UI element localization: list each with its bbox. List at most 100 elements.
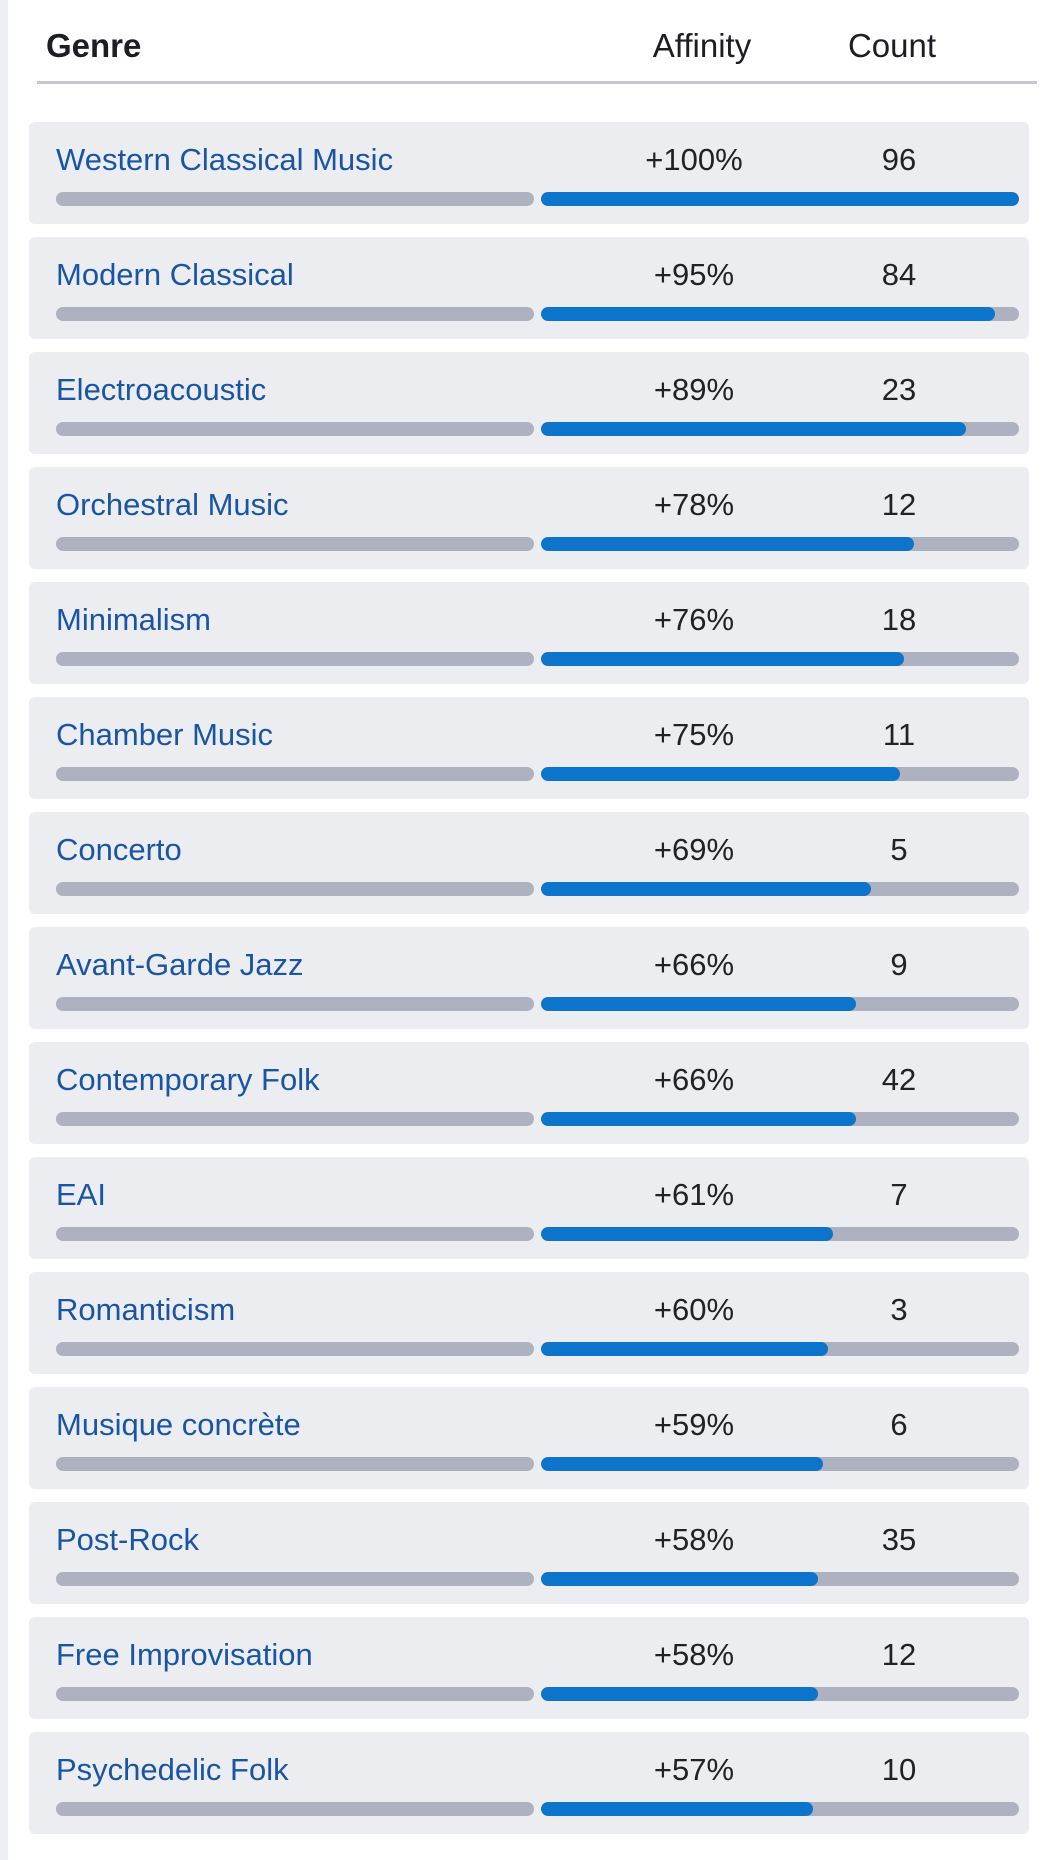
positive-affinity-track	[541, 882, 1019, 896]
affinity-bar-fill	[541, 537, 914, 551]
affinity-bar-fill	[541, 1572, 819, 1586]
positive-affinity-track	[541, 1802, 1019, 1816]
affinity-value: +59%	[653, 1407, 735, 1442]
genre-row: Psychedelic Folk +57% 10	[29, 1732, 1029, 1834]
affinity-bar-fill	[541, 767, 900, 781]
genre-row: Musique concrète +59% 6	[29, 1387, 1029, 1489]
genre-link[interactable]: Modern Classical	[56, 257, 294, 292]
affinity-value: +60%	[653, 1292, 735, 1327]
affinity-bar-fill	[541, 1342, 828, 1356]
affinity-column-header[interactable]: Affinity	[652, 27, 752, 64]
genre-list: Western Classical Music +100% 96 Modern …	[29, 122, 1029, 1847]
affinity-value: +69%	[653, 832, 735, 867]
affinity-value: +66%	[653, 1062, 735, 1097]
negative-affinity-track	[56, 997, 534, 1011]
count-value: 96	[881, 142, 917, 177]
negative-affinity-track	[56, 882, 534, 896]
genre-row: EAI +61% 7	[29, 1157, 1029, 1259]
affinity-value: +58%	[653, 1637, 735, 1672]
negative-affinity-track	[56, 1802, 534, 1816]
genre-row: Modern Classical +95% 84	[29, 237, 1029, 339]
genre-link[interactable]: Minimalism	[56, 602, 211, 637]
genre-link[interactable]: Electroacoustic	[56, 372, 267, 407]
genre-link[interactable]: Musique concrète	[56, 1407, 301, 1442]
affinity-bar-fill	[541, 997, 857, 1011]
count-value: 23	[881, 372, 917, 407]
affinity-value: +78%	[653, 487, 735, 522]
positive-affinity-track	[541, 1457, 1019, 1471]
genre-row: Post-Rock +58% 35	[29, 1502, 1029, 1604]
count-value: 9	[890, 947, 908, 982]
negative-affinity-track	[56, 652, 534, 666]
genre-link[interactable]: Post-Rock	[56, 1522, 199, 1557]
affinity-value: +100%	[645, 142, 743, 177]
positive-affinity-track	[541, 1227, 1019, 1241]
positive-affinity-track	[541, 997, 1019, 1011]
genre-link[interactable]: EAI	[56, 1177, 106, 1212]
affinity-value: +75%	[653, 717, 735, 752]
genre-link[interactable]: Avant-Garde Jazz	[56, 947, 304, 982]
negative-affinity-track	[56, 767, 534, 781]
count-value: 84	[881, 257, 917, 292]
genre-link[interactable]: Romanticism	[56, 1292, 236, 1327]
positive-affinity-track	[541, 1112, 1019, 1126]
positive-affinity-track	[541, 537, 1019, 551]
affinity-value: +57%	[653, 1752, 735, 1787]
genre-link[interactable]: Free Improvisation	[56, 1637, 313, 1672]
positive-affinity-track	[541, 192, 1019, 206]
count-value: 18	[881, 602, 917, 637]
negative-affinity-track	[56, 1457, 534, 1471]
count-value: 11	[882, 717, 916, 752]
negative-affinity-track	[56, 192, 534, 206]
genre-link[interactable]: Psychedelic Folk	[56, 1752, 289, 1787]
genre-row: Orchestral Music +78% 12	[29, 467, 1029, 569]
positive-affinity-track	[541, 1342, 1019, 1356]
genre-link[interactable]: Western Classical Music	[56, 142, 394, 177]
positive-affinity-track	[541, 307, 1019, 321]
count-column-header[interactable]: Count	[847, 27, 937, 64]
affinity-bar-fill	[541, 1687, 819, 1701]
genre-link[interactable]: Chamber Music	[56, 717, 274, 752]
negative-affinity-track	[56, 1572, 534, 1586]
genre-row: Chamber Music +75% 11	[29, 697, 1029, 799]
count-value: 3	[890, 1292, 908, 1327]
positive-affinity-track	[541, 652, 1019, 666]
genre-row: Contemporary Folk +66% 42	[29, 1042, 1029, 1144]
genre-link[interactable]: Concerto	[56, 832, 182, 867]
count-value: 7	[890, 1177, 908, 1212]
genre-row: Western Classical Music +100% 96	[29, 122, 1029, 224]
affinity-value: +61%	[653, 1177, 735, 1212]
count-value: 12	[881, 1637, 917, 1672]
negative-affinity-track	[56, 1227, 534, 1241]
count-value: 6	[890, 1407, 908, 1442]
count-value: 12	[881, 487, 917, 522]
positive-affinity-track	[541, 422, 1019, 436]
genre-link[interactable]: Orchestral Music	[56, 487, 289, 522]
negative-affinity-track	[56, 537, 534, 551]
count-value: 10	[881, 1752, 917, 1787]
affinity-value: +58%	[653, 1522, 735, 1557]
genre-row: Avant-Garde Jazz +66% 9	[29, 927, 1029, 1029]
genre-column-header[interactable]: Genre	[46, 27, 142, 64]
count-value: 35	[881, 1522, 917, 1557]
count-value: 42	[881, 1062, 917, 1097]
affinity-bar-fill	[541, 882, 871, 896]
negative-affinity-track	[56, 1342, 534, 1356]
affinity-bar-fill	[541, 1227, 833, 1241]
affinity-bar-fill	[541, 307, 996, 321]
affinity-bar-fill	[541, 652, 905, 666]
count-value: 5	[890, 832, 908, 867]
genre-link[interactable]: Contemporary Folk	[56, 1062, 320, 1097]
table-header: Genre Affinity Count	[37, 0, 1037, 84]
genre-row: Minimalism +76% 18	[29, 582, 1029, 684]
affinity-value: +66%	[653, 947, 735, 982]
negative-affinity-track	[56, 1687, 534, 1701]
negative-affinity-track	[56, 1112, 534, 1126]
genre-row: Concerto +69% 5	[29, 812, 1029, 914]
genre-row: Romanticism +60% 3	[29, 1272, 1029, 1374]
genre-row: Electroacoustic +89% 23	[29, 352, 1029, 454]
affinity-bar-fill	[541, 422, 967, 436]
affinity-value: +89%	[653, 372, 735, 407]
positive-affinity-track	[541, 1687, 1019, 1701]
affinity-value: +95%	[653, 257, 735, 292]
